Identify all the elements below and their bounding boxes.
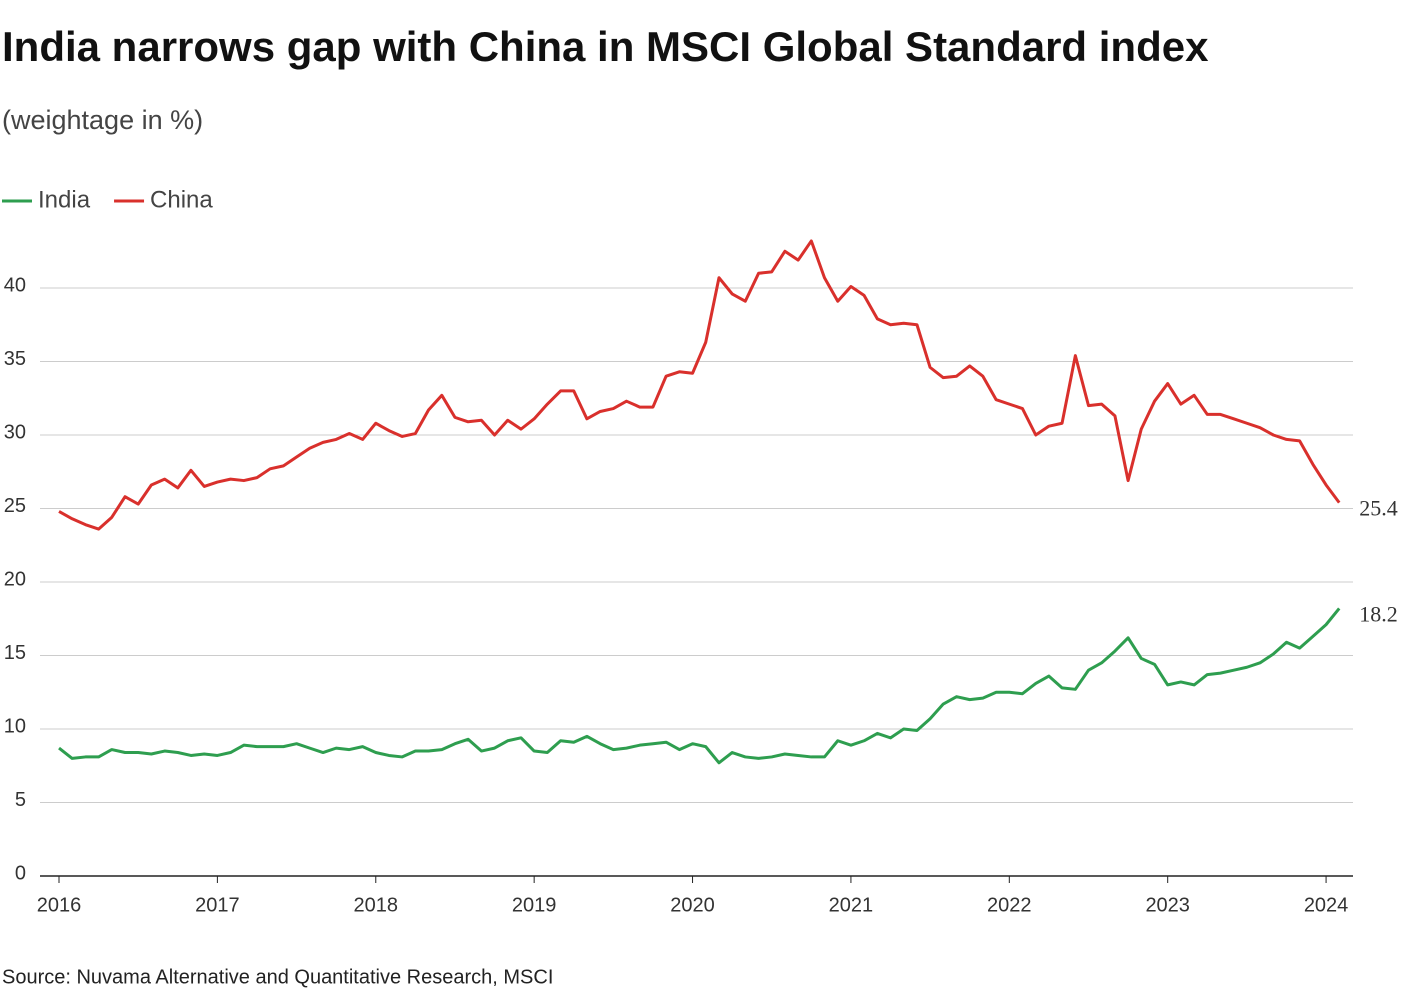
x-tick-label: 2019 — [512, 894, 557, 916]
y-tick-label: 25 — [4, 495, 26, 517]
series-line — [58, 607, 1341, 765]
end-value-label: 18.2 — [1359, 602, 1398, 627]
chart-subtitle: (weightage in %) — [2, 105, 203, 135]
legend-label: India — [38, 186, 91, 213]
y-tick-label: 15 — [4, 642, 26, 664]
legend-label: China — [150, 186, 213, 213]
x-tick-label: 2024 — [1304, 894, 1349, 916]
y-tick-label: 20 — [4, 568, 26, 590]
end-value-label: 25.4 — [1359, 496, 1398, 521]
x-tick-label: 2022 — [987, 894, 1032, 916]
x-tick-label: 2020 — [670, 894, 715, 916]
x-tick-label: 2016 — [37, 894, 82, 916]
x-tick-label: 2023 — [1145, 894, 1190, 916]
x-tick-label: 2021 — [829, 894, 874, 916]
y-tick-label: 30 — [4, 421, 26, 443]
source-note: Source: Nuvama Alternative and Quantitat… — [2, 966, 553, 988]
y-tick-label: 35 — [4, 348, 26, 370]
y-tick-label: 0 — [15, 862, 26, 884]
chart-title: India narrows gap with China in MSCI Glo… — [2, 23, 1209, 70]
x-tick-label: 2018 — [354, 894, 399, 916]
series-line — [58, 239, 1341, 531]
y-tick-label: 40 — [4, 274, 26, 296]
y-tick-label: 5 — [15, 789, 26, 811]
x-tick-label: 2017 — [195, 894, 240, 916]
y-tick-label: 10 — [4, 715, 26, 737]
